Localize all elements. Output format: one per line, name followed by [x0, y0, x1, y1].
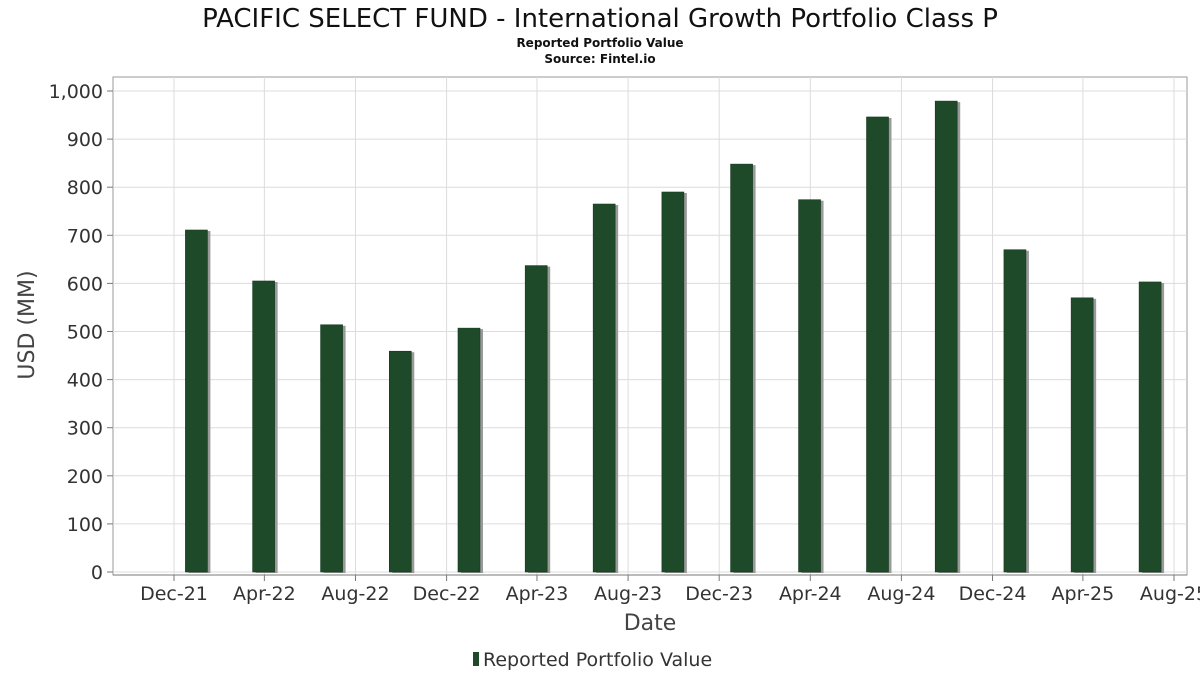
y-tick-label: 1,000: [49, 81, 103, 103]
legend: Reported Portfolio Value: [473, 649, 712, 671]
x-axis-label: Date: [624, 611, 677, 636]
x-tick-label: Apr-24: [779, 583, 842, 605]
x-tick-label: Aug-23: [594, 583, 662, 605]
y-tick-label: 400: [67, 370, 103, 392]
y-tick-label: 100: [67, 514, 103, 536]
bar: [934, 100, 958, 573]
bar: [592, 203, 616, 573]
bar: [524, 265, 548, 573]
x-tick-label: Aug-24: [867, 583, 935, 605]
y-tick-label: 800: [67, 177, 103, 199]
x-tick-label: Dec-21: [140, 583, 208, 605]
bar: [388, 350, 412, 573]
x-tick-label: Apr-25: [1052, 583, 1115, 605]
bar-2022-09-30: [388, 350, 415, 573]
bar-2023-12-31: [730, 163, 756, 573]
y-axis-label: USD (MM): [15, 270, 40, 379]
bar-2023-09-30: [661, 191, 687, 573]
x-tick-label: Dec-23: [685, 583, 753, 605]
bar-2024-03-31: [798, 199, 824, 573]
legend-swatch: [473, 652, 479, 666]
bar-2023-06-30: [592, 203, 619, 573]
x-tick-label: Apr-23: [506, 583, 569, 605]
bar: [798, 199, 821, 573]
x-tick-label: Dec-24: [959, 583, 1027, 605]
bar: [185, 229, 208, 573]
x-tick-label: Aug-22: [321, 583, 389, 605]
bar: [1070, 297, 1094, 573]
bar: [320, 324, 343, 573]
x-tick-label: Dec-22: [413, 583, 481, 605]
y-tick-label: 500: [67, 322, 103, 344]
bar-2022-12-31: [457, 327, 483, 573]
bar: [866, 116, 889, 573]
y-tick-label: 200: [67, 466, 103, 488]
legend-label: Reported Portfolio Value: [483, 649, 712, 671]
y-axis-ticks: 0 100 200 300 400 500 600 700 800 900 1,000: [49, 81, 113, 584]
bar-2024-12-31: [1003, 249, 1029, 574]
bar: [661, 191, 685, 573]
chart-subtitle-line-2: Source: Fintel.io: [544, 52, 655, 66]
y-tick-label: 300: [67, 418, 103, 440]
y-tick-label: 0: [91, 562, 103, 584]
y-tick-label: 700: [67, 225, 103, 247]
x-axis-ticks: Dec-21 Apr-22 Aug-22 Dec-22 Apr-23 Aug-23 Dec-…: [140, 575, 1200, 605]
bar: [1003, 249, 1027, 573]
chart-subtitle-line-1: Reported Portfolio Value: [516, 36, 683, 50]
bar-2021-12-31: [185, 229, 211, 573]
bar-2024-06-30: [866, 116, 892, 573]
bar-2022-03-31: [252, 280, 278, 573]
bar: [1138, 281, 1162, 573]
bar: [457, 327, 481, 573]
y-tick-label: 600: [67, 273, 103, 295]
bar-2024-09-30: [934, 100, 961, 573]
x-tick-label: Aug-25: [1140, 583, 1200, 605]
bar-2023-03-31: [524, 265, 551, 573]
bar-2025-03-31: [1070, 297, 1097, 573]
bar: [252, 280, 275, 573]
bar: [730, 163, 753, 573]
bar-2022-06-30: [320, 324, 346, 573]
bar-series: [185, 100, 1165, 574]
y-tick-label: 900: [67, 129, 103, 151]
bar-2025-06-30: [1138, 281, 1165, 573]
chart-title: PACIFIC SELECT FUND - International Grow…: [202, 4, 998, 34]
x-tick-label: Apr-22: [233, 583, 296, 605]
